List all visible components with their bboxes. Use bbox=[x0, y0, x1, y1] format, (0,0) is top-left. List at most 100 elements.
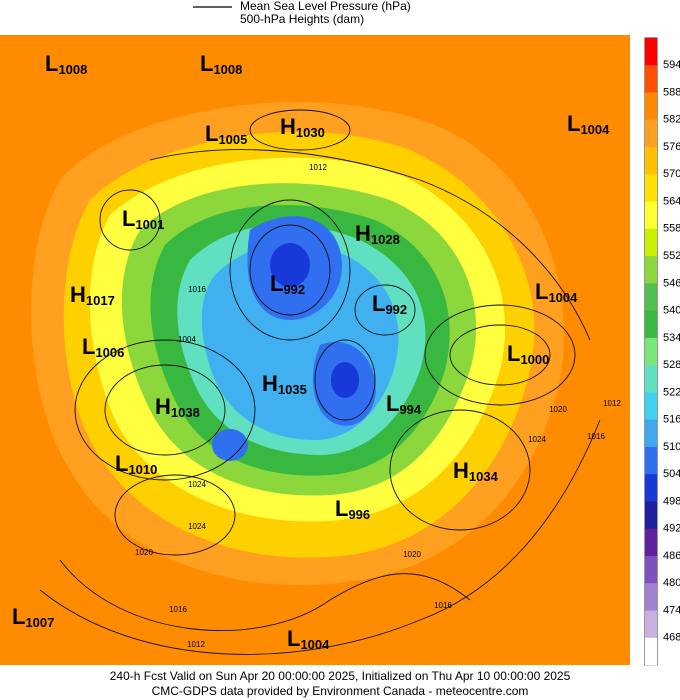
isobars bbox=[39, 109, 601, 655]
pressure-center: H1030 bbox=[280, 114, 325, 141]
colorbar-bin bbox=[645, 174, 657, 202]
center-value: 1028 bbox=[371, 232, 400, 247]
colorbar-label: 534 bbox=[663, 332, 680, 344]
pressure-center: L1008 bbox=[200, 51, 242, 78]
colorbar-bin bbox=[645, 310, 657, 339]
colorbar-bin bbox=[645, 256, 657, 284]
colorbar-bin bbox=[645, 446, 657, 475]
colorbar-bin bbox=[645, 501, 657, 529]
center-type: L bbox=[82, 334, 95, 359]
isobar-label: 1004 bbox=[178, 335, 196, 344]
center-type: H bbox=[280, 114, 296, 139]
pressure-center: L1010 bbox=[115, 451, 157, 478]
pressure-center: L1004 bbox=[535, 279, 578, 306]
colorbar-label: 522 bbox=[663, 386, 680, 398]
pressure-center: L1004 bbox=[287, 626, 330, 653]
colorbar-bin bbox=[645, 555, 657, 584]
center-type: H bbox=[70, 282, 86, 307]
pressure-center: L1007 bbox=[12, 604, 54, 631]
center-value: 1001 bbox=[135, 217, 164, 232]
colorbar-bin bbox=[645, 119, 657, 148]
colorbar-label: 492 bbox=[663, 523, 680, 535]
center-type: L bbox=[122, 206, 135, 231]
colorbar-bin bbox=[645, 637, 657, 666]
center-value: 1008 bbox=[58, 62, 87, 77]
center-type: L bbox=[567, 111, 580, 136]
colorbar-bin bbox=[645, 337, 657, 366]
height-zone bbox=[331, 362, 359, 398]
pressure-center: L1000 bbox=[507, 341, 549, 368]
colorbar-label: 564 bbox=[663, 195, 680, 207]
isobar-label: 1012 bbox=[603, 399, 621, 408]
pressure-center: H1038 bbox=[155, 394, 200, 421]
colorbar-label: 576 bbox=[663, 141, 680, 153]
pressure-center: L1008 bbox=[45, 51, 87, 78]
colorbar-bin bbox=[645, 228, 657, 257]
pressure-center: L992 bbox=[372, 291, 407, 318]
center-type: L bbox=[507, 341, 520, 366]
colorbar-bin bbox=[645, 201, 657, 230]
colorbar-label: 528 bbox=[663, 359, 680, 371]
center-value: 1008 bbox=[213, 62, 242, 77]
center-value: 1004 bbox=[300, 637, 330, 652]
center-type: L bbox=[535, 279, 548, 304]
center-value: 1017 bbox=[86, 293, 115, 308]
pressure-center: L996 bbox=[335, 496, 370, 523]
isobar-label: 1020 bbox=[135, 548, 153, 557]
center-type: H bbox=[262, 371, 278, 396]
center-value: 1030 bbox=[296, 125, 325, 140]
pressure-center: L1001 bbox=[122, 206, 164, 233]
map bbox=[0, 35, 630, 665]
colorbar-label: 546 bbox=[663, 277, 680, 289]
legend-item: Mean Sea Level Pressure (hPa) bbox=[240, 0, 411, 13]
colorbar-label: 486 bbox=[663, 550, 680, 562]
center-value: 1007 bbox=[25, 615, 54, 630]
pressure-center: H1035 bbox=[262, 371, 307, 398]
isobar-label: 1016 bbox=[169, 605, 187, 614]
footer-line: CMC-GDPS data provided by Environment Ca… bbox=[152, 684, 529, 698]
isobar-label: 1016 bbox=[434, 601, 452, 610]
colorbar-bin bbox=[645, 419, 657, 448]
pressure-center: L1005 bbox=[205, 121, 247, 148]
isobar-label: 1024 bbox=[188, 480, 206, 489]
pressure-center: L1006 bbox=[82, 334, 124, 361]
colorbar-bin bbox=[645, 147, 657, 175]
colorbar-label: 540 bbox=[663, 305, 680, 317]
colorbar-bin bbox=[645, 528, 657, 557]
center-type: L bbox=[287, 626, 300, 651]
isobar-label: 1016 bbox=[188, 285, 206, 294]
colorbar-bin bbox=[645, 610, 657, 639]
center-value: 1038 bbox=[171, 405, 200, 420]
colorbar-label: 510 bbox=[663, 441, 680, 453]
colorbar-label: 516 bbox=[663, 414, 680, 426]
colorbar-label: 552 bbox=[663, 250, 680, 262]
colorbar-label: 498 bbox=[663, 495, 680, 507]
pressure-center: H1028 bbox=[355, 221, 400, 248]
center-type: L bbox=[115, 451, 128, 476]
colorbar-bin bbox=[645, 583, 657, 611]
colorbar-label: 468 bbox=[663, 632, 680, 644]
center-value: 992 bbox=[283, 282, 305, 297]
center-value: 996 bbox=[348, 507, 370, 522]
footer-line: 240-h Fcst Valid on Sun Apr 20 00:00:00 … bbox=[110, 669, 571, 683]
center-value: 994 bbox=[399, 402, 421, 417]
center-value: 1006 bbox=[95, 345, 124, 360]
pressure-center: H1034 bbox=[453, 458, 499, 485]
center-type: L bbox=[372, 291, 385, 316]
pressure-center: L1004 bbox=[567, 111, 610, 138]
colorbar-bin bbox=[645, 283, 657, 311]
center-type: L bbox=[270, 271, 283, 296]
colorbar-label: 480 bbox=[663, 577, 680, 589]
isobar-label: 1024 bbox=[188, 522, 206, 531]
center-type: L bbox=[200, 51, 213, 76]
center-value: 1004 bbox=[548, 290, 578, 305]
colorbar-bin bbox=[645, 92, 657, 121]
height-zone bbox=[270, 243, 310, 287]
colorbar-bin bbox=[645, 392, 657, 420]
isobar-label: 1020 bbox=[549, 405, 567, 414]
center-value: 1005 bbox=[218, 132, 247, 147]
isobar-label: 1012 bbox=[309, 163, 327, 172]
center-type: H bbox=[155, 394, 171, 419]
center-type: L bbox=[12, 604, 25, 629]
